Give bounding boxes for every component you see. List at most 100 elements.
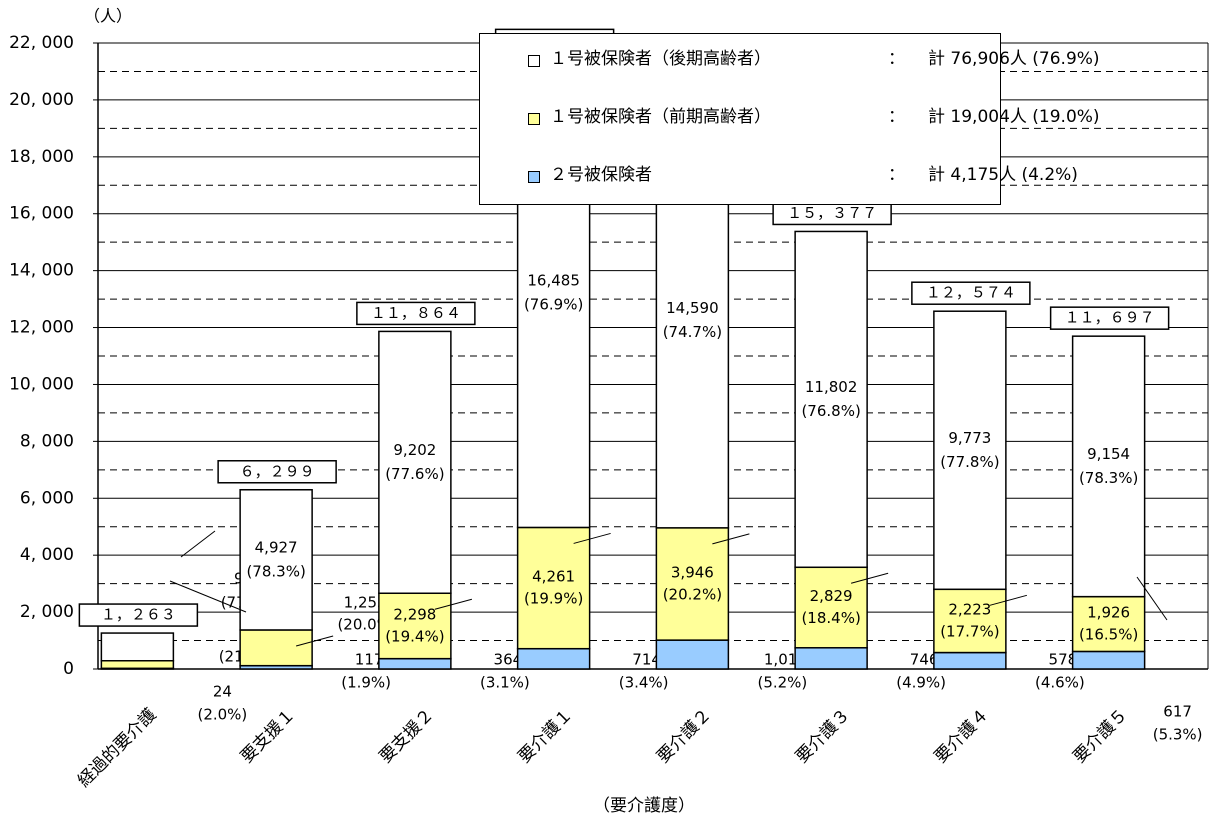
- value-label-late-elderly: 9,773: [948, 429, 991, 447]
- y-tick-label: 12, 000: [9, 318, 74, 338]
- total-label: ６，２９９: [240, 462, 315, 480]
- value-label-early-elderly: 3,946: [671, 563, 714, 581]
- leader-line: [169, 580, 247, 613]
- y-tick-label: 20, 000: [9, 90, 74, 110]
- value-label-type2: 746: [910, 651, 939, 669]
- total-label-box: [1049, 306, 1170, 330]
- y-tick-label: 8, 000: [20, 431, 74, 451]
- value-label-type2: 617: [1163, 703, 1192, 721]
- value-label-late-elderly: 9,202: [393, 441, 436, 459]
- bar-segment-type2: [655, 639, 730, 670]
- pct-label-type2: (4.6%): [1035, 674, 1085, 692]
- value-label-type2: 117: [355, 651, 384, 669]
- pct-label-late-elderly: (76.9%): [524, 295, 583, 313]
- legend-total: 計 4,175人 (4.2%): [928, 165, 1078, 185]
- bar-segment-early-elderly: [655, 527, 730, 641]
- total-label: １１，６９７: [1065, 309, 1155, 327]
- pct-label-late-elderly: (78.3%): [246, 562, 305, 580]
- pct-label-late-elderly: (74.7%): [663, 323, 722, 341]
- bar-segment-late-elderly: [1071, 335, 1146, 598]
- leader-line: [712, 533, 750, 545]
- pct-label-early-elderly: (16.5%): [1079, 626, 1138, 644]
- pct-label-early-elderly: (18.4%): [801, 609, 860, 627]
- legend-total: 計 76,906人 (76.9%): [928, 49, 1100, 69]
- bar-segment-early-elderly: [378, 592, 452, 660]
- bar-segment-late-elderly: [933, 310, 1007, 591]
- total-label: １２，５７４: [926, 284, 1016, 302]
- leader-line: [850, 572, 889, 584]
- x-category-label: 要介護２: [653, 705, 715, 767]
- value-label-type2: 578: [1049, 651, 1078, 669]
- value-label-early-elderly: 2,829: [810, 587, 853, 605]
- pct-label-early-elderly: (19.9%): [524, 590, 583, 608]
- total-label-box: [356, 301, 476, 326]
- y-tick-label: 2, 000: [20, 602, 74, 622]
- bar-segment-type2: [516, 647, 591, 670]
- legend-label: １号被保険者（後期高齢者）: [550, 49, 771, 69]
- total-label: １，２６３: [101, 606, 176, 624]
- bar-segment-early-elderly: [933, 588, 1007, 654]
- x-category-label: 要介護１: [514, 705, 576, 767]
- bar-segment-type2: [1071, 650, 1146, 670]
- value-label-type2: 364: [494, 651, 523, 669]
- value-label-early-elderly: 2,223: [948, 600, 991, 618]
- value-label-late-elderly: 16,485: [527, 271, 580, 289]
- leader-line: [989, 594, 1028, 606]
- pct-label-type2: (3.4%): [619, 674, 669, 692]
- value-label-late-elderly: 11,802: [805, 378, 858, 396]
- value-label-late-elderly: 14,590: [666, 299, 719, 317]
- y-tick-label: 18, 000: [9, 147, 74, 167]
- bar-segment-early-elderly: [1071, 595, 1146, 653]
- bar-segment-early-elderly: [100, 659, 175, 670]
- legend-label: ２号被保険者: [550, 165, 652, 185]
- legend-colon: ：: [888, 165, 905, 185]
- y-tick-label: 6, 000: [20, 488, 74, 508]
- value-label-early-elderly: 2,298: [393, 605, 436, 623]
- leader-line: [573, 532, 611, 544]
- bar-segment-late-elderly: [100, 632, 175, 662]
- bar-segment-type2: [378, 657, 452, 670]
- legend-swatch-late-elderly: [528, 55, 540, 67]
- pct-label-type2: (3.1%): [480, 674, 530, 692]
- y-tick-label: 14, 000: [9, 261, 74, 281]
- bar-segment-late-elderly: [378, 330, 452, 595]
- pct-label-type2: (1.9%): [341, 674, 391, 692]
- chart-legend: １号被保険者（後期高齢者） ： 計 76,906人 (76.9%) １号被保険者…: [479, 33, 1100, 205]
- legend-total: 計 19,004人 (19.0%): [928, 107, 1100, 127]
- bar-segment-early-elderly: [239, 629, 313, 667]
- y-tick-label: 22, 000: [9, 33, 74, 53]
- x-category-label: 要介護５: [1069, 705, 1131, 767]
- leader-line: [295, 635, 334, 647]
- leader-line: [434, 598, 473, 610]
- x-category-label: 要介護３: [792, 705, 854, 767]
- pct-label-type2: (2.0%): [197, 706, 247, 724]
- bar-segment-early-elderly: [516, 526, 591, 650]
- value-label-early-elderly: 1,926: [1087, 604, 1130, 622]
- x-category-label: 経過的要介護: [74, 705, 160, 791]
- total-label-box: [78, 603, 199, 627]
- pct-label-early-elderly: (17.7%): [940, 622, 999, 640]
- total-label-box: [217, 460, 337, 484]
- x-category-label: 要介護４: [931, 705, 993, 767]
- bar-segment-late-elderly: [239, 489, 313, 631]
- pct-label-late-elderly: (77.6%): [385, 465, 444, 483]
- total-label-box: [911, 281, 1031, 305]
- value-label-type2: 714: [632, 651, 661, 669]
- y-tick-label: 4, 000: [20, 545, 74, 565]
- legend-colon: ：: [888, 107, 905, 127]
- total-label: １１，８６４: [371, 304, 461, 322]
- legend-swatch-early-elderly: [528, 113, 540, 125]
- value-label-early-elderly: 4,261: [532, 568, 575, 586]
- pct-label-late-elderly: (78.3%): [1079, 469, 1138, 487]
- y-tick-label: 16, 000: [9, 204, 74, 224]
- pct-label-late-elderly: (77.8%): [940, 453, 999, 471]
- bar-segment-type2: [794, 647, 868, 670]
- x-axis-title: （要介護度）: [593, 796, 695, 816]
- bar-segment-late-elderly: [794, 230, 868, 569]
- pct-label-early-elderly: (19.4%): [385, 627, 444, 645]
- pct-label-late-elderly: (76.8%): [801, 402, 860, 420]
- legend-colon: ：: [888, 49, 905, 69]
- pct-label-type2: (4.9%): [896, 674, 946, 692]
